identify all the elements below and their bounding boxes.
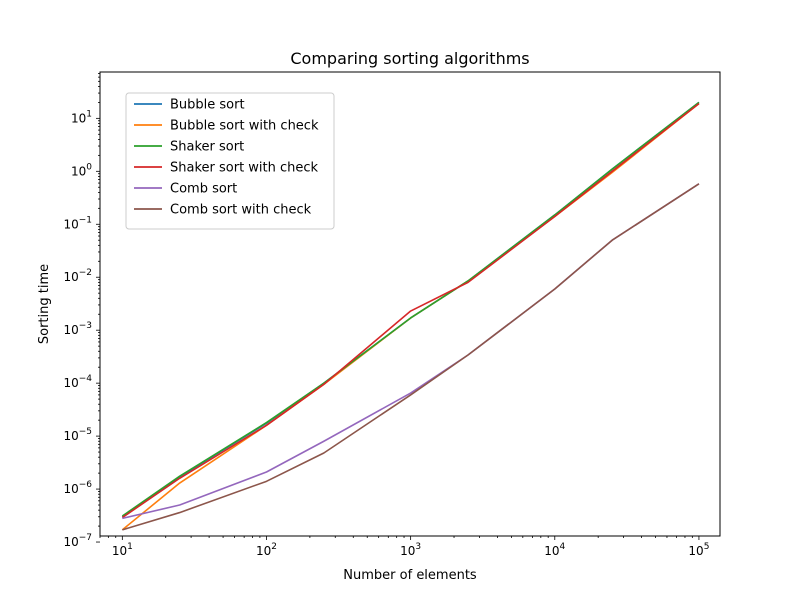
series-line-shaker-sort-with-check (121, 102, 700, 519)
x-tick-label: 105 (688, 542, 709, 558)
y-tick-label: 10−4 (63, 374, 92, 390)
legend-entry: Comb sort (170, 182, 237, 197)
legend-entry: Comb sort with check (170, 203, 312, 218)
y-tick-label: 10−5 (63, 427, 92, 443)
y-axis-ticks: 10−7 10−6 10−5 10−4 10−3 10−2 10−1 100 101 (63, 73, 100, 549)
y-tick-label: 101 (71, 109, 92, 125)
legend-box (125, 92, 335, 230)
y-tick-label: 10−3 (63, 321, 92, 337)
axes-frame (99, 71, 721, 537)
series-lines (121, 101, 700, 531)
y-tick-label: 10−7 (63, 533, 92, 549)
x-axis-label: Number of elements (343, 568, 477, 583)
chart-title: Comparing sorting algorithms (290, 49, 529, 68)
legend-entry: Bubble sort (170, 98, 245, 113)
x-tick-label: 104 (544, 542, 565, 558)
legend-entry: Shaker sort with check (170, 161, 319, 176)
y-tick-label: 100 (71, 162, 92, 178)
legend-entry: Bubble sort with check (170, 119, 319, 134)
y-tick-label: 10−2 (63, 268, 92, 284)
x-tick-label: 103 (400, 542, 421, 558)
series-line-comb-sort-with-check (122, 183, 700, 531)
legend: Bubble sort Bubble sort with check Shaker … (125, 92, 335, 230)
y-axis-label: Sorting time (37, 264, 52, 344)
legend-entry: Shaker sort (170, 140, 244, 155)
x-tick-label: 102 (256, 542, 277, 558)
series-line-shaker-sort (121, 101, 700, 517)
y-tick-label: 10−6 (63, 480, 92, 496)
x-tick-label: 101 (112, 542, 133, 558)
y-tick-label: 10−1 (63, 215, 92, 231)
x-axis-ticks: 101 102 103 104 105 (99, 536, 709, 558)
